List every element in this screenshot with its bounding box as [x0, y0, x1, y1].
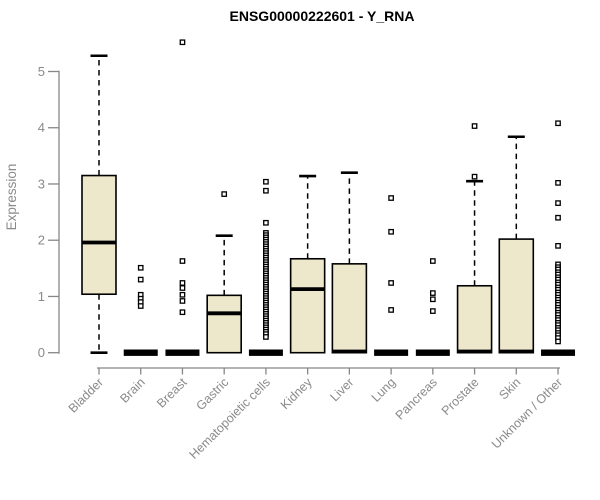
outlier-point	[263, 187, 269, 194]
x-tick-label-prostate: Prostate	[439, 375, 482, 418]
iqr-box	[81, 174, 117, 296]
collapsed-box	[248, 349, 283, 356]
outlier-point	[179, 291, 186, 298]
outlier-point	[555, 120, 561, 127]
boxplot-skin	[498, 135, 535, 354]
chart-title: ENSG00000222601 - Y_RNA	[230, 8, 415, 24]
box-series	[81, 39, 576, 356]
x-tick-label-gastric: Gastric	[193, 375, 231, 413]
boxplot-hematopoietic-cells	[248, 178, 283, 356]
boxplot-prostate	[456, 123, 493, 354]
outlier-point	[555, 214, 561, 221]
y-axis-label: Expression	[4, 164, 19, 231]
x-tick-label-breast: Breast	[154, 375, 190, 411]
collapsed-box	[165, 349, 200, 356]
y-tick-label: 0	[38, 345, 45, 360]
boxplot-liver	[331, 171, 368, 354]
iqr-box	[456, 284, 493, 354]
outlier-point	[179, 309, 186, 316]
boxplot-unknown-other	[541, 120, 576, 356]
outlier-point	[388, 280, 394, 286]
y-tick-label: 1	[38, 289, 45, 304]
iqr-box	[498, 238, 535, 354]
x-tick-label-hematopoietic-cells: Hematopoietic cells	[186, 375, 273, 462]
outlier-point	[179, 285, 186, 291]
outlier-point	[555, 180, 561, 186]
iqr-box	[206, 294, 242, 354]
x-tick-label-unknown-other: Unknown / Other	[489, 375, 565, 451]
outlier-point	[429, 308, 436, 314]
outlier-point	[388, 195, 394, 201]
iqr-box	[289, 257, 326, 354]
outlier-point	[429, 258, 436, 264]
outlier-point	[429, 296, 436, 303]
boxplot-kidney	[289, 174, 326, 354]
y-tick-label: 4	[38, 120, 45, 135]
boxplot-brain	[123, 264, 158, 356]
x-tick-label-pancreas: Pancreas	[393, 375, 440, 422]
outlier-point	[388, 307, 394, 313]
x-tick-label-skin: Skin	[496, 375, 523, 402]
outlier-point	[555, 242, 561, 249]
outlier-point	[471, 123, 478, 129]
iqr-box	[331, 263, 368, 354]
collapsed-box	[374, 349, 409, 356]
outlier-point	[179, 280, 186, 286]
outlier-point	[555, 200, 561, 206]
outlier-point	[221, 191, 228, 197]
x-tick-label-brain: Brain	[117, 375, 148, 406]
outlier-point	[179, 39, 186, 46]
collapsed-box	[541, 349, 576, 356]
boxplot-pancreas	[415, 258, 450, 356]
y-tick-label: 3	[38, 176, 45, 191]
x-tick-label-liver: Liver	[327, 375, 356, 404]
x-tick-label-bladder: Bladder	[66, 375, 106, 415]
outlier-point	[429, 290, 436, 296]
outlier-point	[137, 276, 144, 283]
outlier-point	[137, 264, 144, 271]
outlier-point	[179, 298, 186, 304]
x-tick-label-lung: Lung	[369, 375, 399, 405]
outlier-point	[137, 303, 144, 309]
outlier-point	[263, 219, 269, 226]
outlier-point	[555, 338, 561, 345]
boxplot-breast	[165, 39, 200, 356]
y-tick-label: 2	[38, 233, 45, 248]
outlier-point	[263, 178, 269, 185]
collapsed-box	[123, 349, 158, 356]
boxplot-gastric	[206, 191, 242, 354]
outlier-point	[471, 173, 478, 180]
outlier-point	[388, 228, 394, 235]
outlier-point	[179, 258, 186, 264]
x-tick-label-kidney: Kidney	[278, 375, 315, 412]
boxplot-bladder	[81, 54, 117, 355]
collapsed-box	[415, 349, 450, 356]
outlier-point	[263, 334, 269, 340]
boxplot-lung	[374, 195, 409, 356]
y-tick-label: 5	[38, 64, 45, 79]
